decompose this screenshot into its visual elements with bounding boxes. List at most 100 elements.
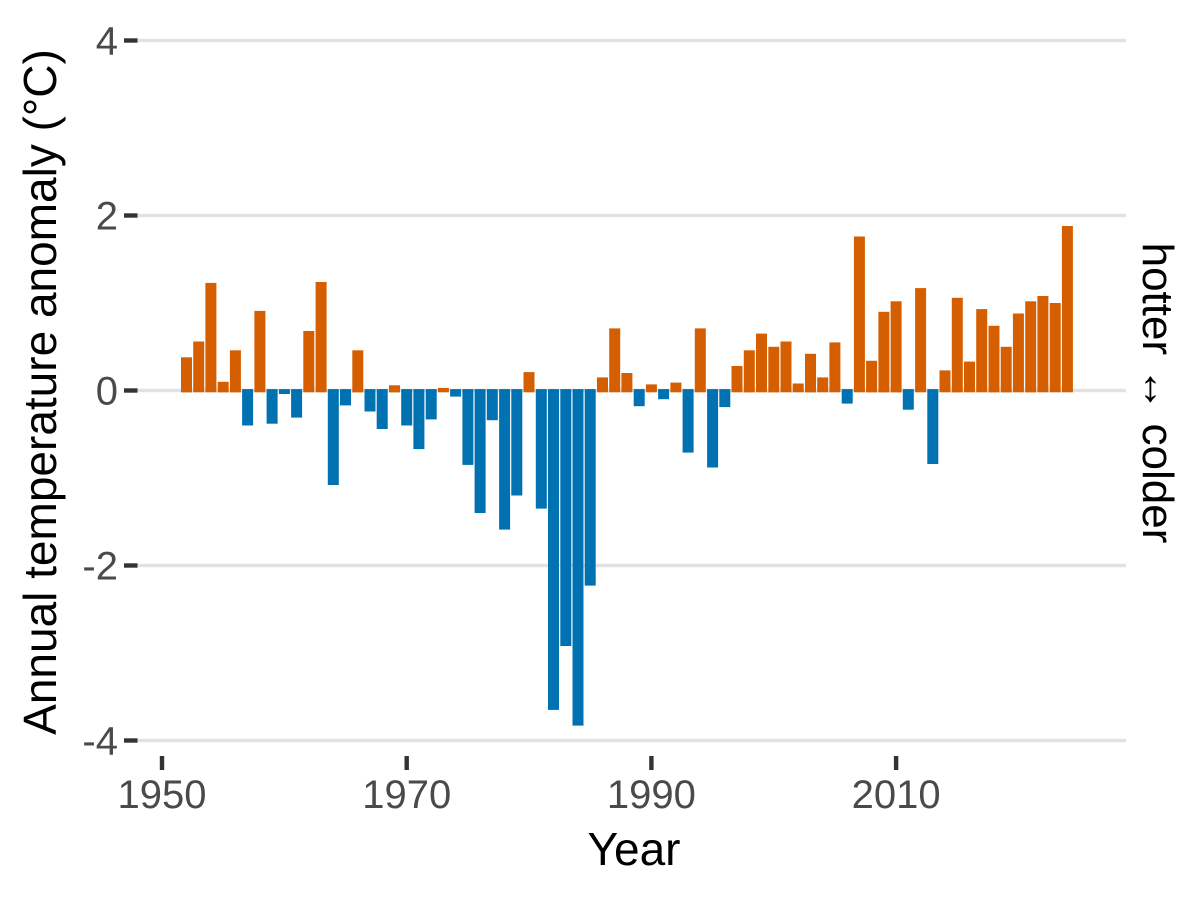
y-tick-label-0: 0 [96, 370, 118, 414]
bar-1976 [474, 389, 486, 513]
x-axis-title: Year [587, 823, 681, 875]
x-tick-1990 [649, 756, 654, 770]
x-tick-1950 [159, 756, 165, 770]
bar-2012 [915, 288, 927, 393]
bar-2011 [902, 389, 914, 410]
y-tick-4 [124, 38, 138, 43]
bar-1956 [229, 350, 241, 393]
bar-2013 [927, 389, 939, 464]
bar-1973 [437, 387, 449, 393]
hotter-colder-label: hotter ↔ colder [1133, 242, 1182, 544]
bar-1969 [389, 385, 400, 393]
bar-1953 [193, 341, 205, 393]
bar-1955 [217, 381, 229, 393]
bar-1988 [621, 373, 633, 393]
bar-2006 [841, 389, 853, 404]
bar-1968 [376, 389, 388, 429]
x-tick-label-1990: 1990 [607, 773, 696, 817]
bar-2009 [878, 311, 890, 393]
bar-2004 [817, 377, 829, 393]
bar-2010 [890, 301, 902, 393]
bar-1979 [511, 389, 523, 496]
bar-1992 [670, 382, 682, 393]
y-tick-label-4: 4 [96, 20, 118, 64]
bar-1993 [682, 389, 694, 453]
ticks-group [124, 38, 899, 770]
bar-1978 [499, 389, 511, 530]
bar-2019 [1000, 346, 1012, 393]
bar-2024 [1061, 226, 1073, 393]
bar-1959 [266, 389, 278, 424]
bar-1997 [731, 366, 743, 393]
gridline-y--2 [137, 563, 1126, 568]
x-tick-2010 [893, 756, 899, 770]
bar-1954 [205, 282, 217, 393]
x-tick-label-1970: 1970 [362, 773, 451, 817]
bar-2002 [792, 383, 804, 393]
y-tick-label--2: -2 [82, 545, 118, 589]
bar-1961 [291, 389, 303, 418]
bar-2000 [768, 346, 780, 393]
bar-1966 [352, 350, 364, 393]
bar-1984 [572, 389, 584, 726]
bars-group [181, 226, 1073, 726]
bar-1952 [181, 357, 192, 393]
bar-2018 [988, 325, 1000, 393]
bar-1989 [633, 389, 645, 407]
bar-1991 [658, 389, 670, 400]
bar-1971 [413, 389, 425, 450]
bar-1974 [450, 389, 462, 397]
y-tick--4 [124, 738, 138, 743]
bar-1972 [425, 389, 437, 420]
bar-2014 [939, 370, 951, 393]
bar-1965 [340, 389, 351, 406]
bar-2001 [780, 341, 792, 393]
bar-2005 [829, 342, 841, 393]
gridline-y-2 [137, 213, 1126, 218]
bar-1982 [548, 389, 559, 710]
bar-2017 [976, 309, 988, 393]
bar-1967 [364, 389, 376, 412]
bar-1986 [597, 377, 608, 393]
bar-1970 [401, 389, 413, 426]
bar-1957 [242, 389, 254, 426]
bar-1995 [707, 389, 719, 468]
bar-2015 [951, 297, 963, 393]
y-tick--2 [124, 563, 138, 568]
bar-1958 [254, 310, 266, 393]
bar-1962 [303, 331, 315, 393]
bar-1975 [462, 389, 474, 465]
x-tick-1970 [404, 756, 409, 770]
bar-1985 [584, 389, 596, 586]
x-tick-label-1950: 1950 [118, 773, 207, 817]
bar-1964 [327, 389, 339, 485]
bar-1994 [694, 328, 706, 393]
y-tick-label--4: -4 [82, 720, 118, 764]
bar-2007 [853, 236, 865, 393]
y-tick-2 [124, 213, 138, 218]
bar-2023 [1049, 303, 1061, 393]
gridline-y-4 [137, 38, 1126, 43]
bar-2022 [1037, 296, 1049, 393]
bar-1981 [535, 389, 547, 509]
bar-1996 [719, 389, 731, 408]
bar-1999 [756, 333, 767, 393]
y-axis-title: Annual temperature anomaly (°C) [14, 49, 66, 735]
bar-2016 [964, 361, 975, 393]
bar-1977 [486, 389, 498, 421]
bar-1963 [315, 282, 327, 393]
bar-2008 [866, 360, 878, 393]
bar-1990 [645, 384, 657, 393]
bar-1980 [523, 372, 535, 393]
bar-1983 [560, 389, 572, 646]
bar-1998 [743, 350, 755, 393]
bar-2003 [805, 353, 816, 393]
bar-2020 [1012, 313, 1024, 393]
x-tick-label-2010: 2010 [852, 773, 941, 817]
bar-2021 [1025, 301, 1037, 393]
bar-1987 [609, 328, 621, 393]
y-tick-label-2: 2 [96, 195, 118, 239]
